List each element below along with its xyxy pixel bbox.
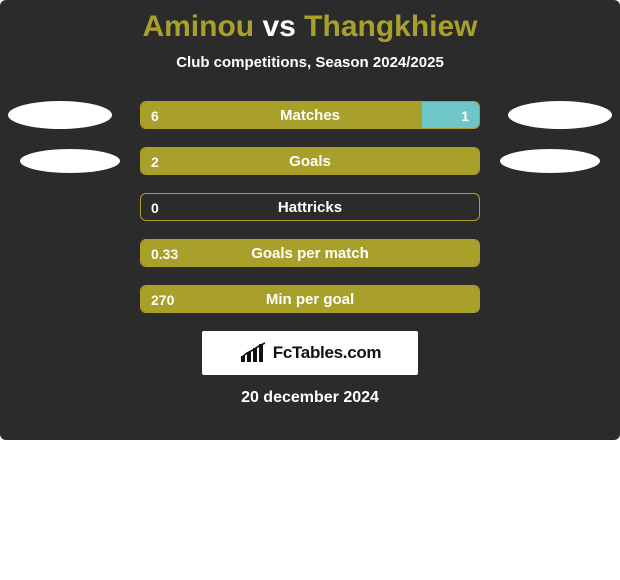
stat-track: 2 Goals	[140, 147, 480, 175]
stat-row: 2 Goals	[0, 147, 620, 175]
stat-track: 0.33 Goals per match	[140, 239, 480, 267]
stat-track: 0 Hattricks	[140, 193, 480, 221]
page-title: Aminou vs Thangkhiew	[0, 10, 620, 44]
stat-row: 270 Min per goal	[0, 285, 620, 313]
comparison-card: Aminou vs Thangkhiew Club competitions, …	[0, 0, 620, 440]
stats-rows: 6 1 Matches 2 Goals 0	[0, 101, 620, 313]
stat-label: Hattricks	[141, 194, 479, 221]
stats-rows-inner: 6 1 Matches 2 Goals 0	[0, 101, 620, 313]
player1-name: Aminou	[142, 10, 254, 43]
stat-track: 6 1 Matches	[140, 101, 480, 129]
stat-row: 6 1 Matches	[0, 101, 620, 129]
stat-row: 0 Hattricks	[0, 193, 620, 221]
bars-spark-icon	[239, 342, 267, 364]
stat-track: 270 Min per goal	[140, 285, 480, 313]
subtitle: Club competitions, Season 2024/2025	[0, 54, 620, 71]
vs-separator: vs	[262, 10, 295, 43]
stat-row: 0.33 Goals per match	[0, 239, 620, 267]
stat-label: Min per goal	[141, 286, 479, 313]
stat-label: Goals	[141, 148, 479, 175]
logo-text: FcTables.com	[273, 343, 382, 363]
date-label: 20 december 2024	[0, 389, 620, 407]
logo-box: FcTables.com	[202, 331, 418, 375]
player2-name: Thangkhiew	[304, 10, 477, 43]
stat-label: Goals per match	[141, 240, 479, 267]
stat-label: Matches	[141, 102, 479, 129]
